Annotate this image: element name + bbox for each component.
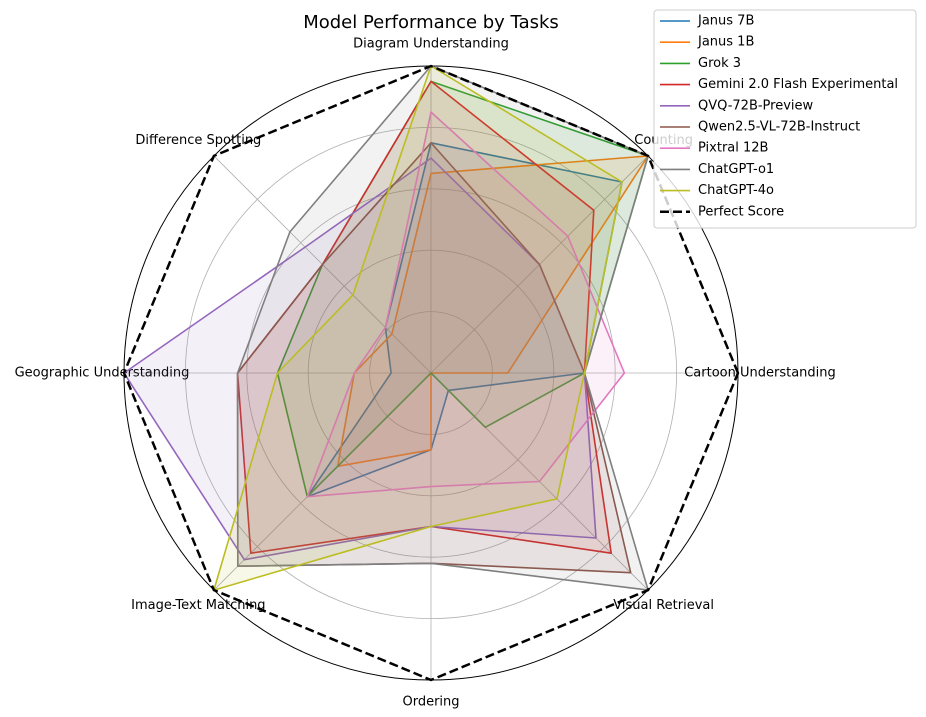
legend-label: QVQ-72B-Preview: [698, 98, 814, 113]
category-label: Image-Text Matching: [131, 598, 265, 613]
legend-box: [653, 9, 917, 229]
legend-label: Janus 7B: [697, 14, 754, 29]
legend-label: Grok 3: [698, 56, 741, 71]
legend-label: Perfect Score: [698, 204, 784, 219]
series-area: [306, 142, 623, 498]
category-label: Cartoon Understanding: [684, 366, 836, 381]
category-label: Difference Spotting: [135, 133, 261, 148]
legend-label: ChatGPT-o1: [698, 162, 774, 177]
legend-label: Gemini 2.0 Flash Experimental: [698, 77, 898, 92]
series-area: [213, 65, 623, 591]
legend-label: Qwen2.5-VL-72B-Instruct: [698, 120, 860, 135]
category-label: Visual Retrieval: [613, 598, 714, 613]
legend-label: Janus 1B: [697, 35, 754, 50]
legend-label: Pixtral 12B: [698, 141, 768, 156]
chart-title: Model Performance by Tasks: [303, 12, 559, 33]
category-label: Ordering: [402, 695, 459, 710]
category-label: Diagram Understanding: [353, 37, 509, 52]
legend-label: ChatGPT-4o: [698, 183, 774, 198]
legend: Janus 7B Janus 1B Grok 3 Gemini 2.0 Flash E…: [653, 9, 917, 229]
category-label: Geographic Understanding: [15, 366, 190, 381]
series-area: [306, 111, 626, 498]
reference-outline: [122, 64, 740, 682]
